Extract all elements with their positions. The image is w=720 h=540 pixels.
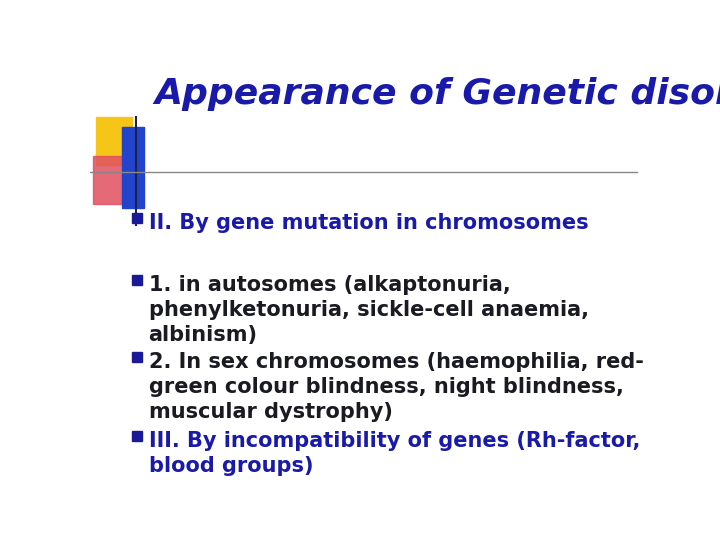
Bar	[132, 213, 142, 223]
Bar	[122, 127, 143, 208]
Text: 1. in autosomes (alkaptonuria,
phenylketonuria, sickle-cell anaemia,
albinism): 1. in autosomes (alkaptonuria, phenylket…	[148, 275, 588, 345]
Bar	[132, 275, 142, 285]
Text: Appearance of Genetic disorders: Appearance of Genetic disorders	[154, 77, 720, 111]
Text: II. By gene mutation in chromosomes: II. By gene mutation in chromosomes	[148, 213, 588, 233]
Bar	[132, 352, 142, 362]
Bar	[93, 156, 124, 204]
Bar	[96, 117, 132, 165]
Text: III. By incompatibility of genes (Rh-factor,
blood groups): III. By incompatibility of genes (Rh-fac…	[148, 431, 640, 476]
Bar	[132, 431, 142, 441]
Text: 2. In sex chromosomes (haemophilia, red-
green colour blindness, night blindness: 2. In sex chromosomes (haemophilia, red-…	[148, 352, 644, 422]
